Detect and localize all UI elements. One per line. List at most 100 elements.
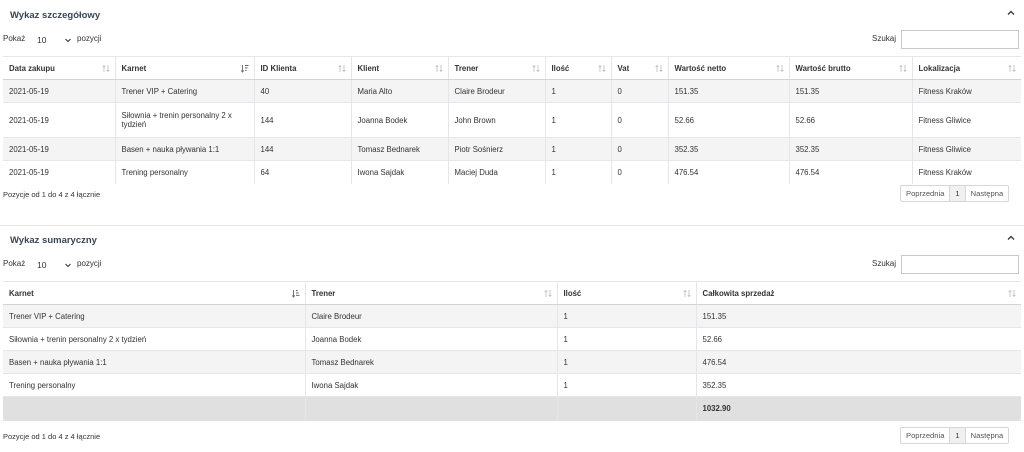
summary-info: Pozycje od 1 do 4 z 4 łącznie xyxy=(3,432,101,441)
summary-per-label: pozycji xyxy=(77,259,102,268)
detail-table-row: 2021-05-19 Basen + nauka pływania 1:1 144 T… xyxy=(3,137,1021,161)
detail-col-vat[interactable]: Vat xyxy=(610,56,668,80)
summary-page-1-button[interactable]: 1 xyxy=(949,428,966,443)
summary-col-label: Karnet xyxy=(9,288,34,298)
detail-cell: Fitness Gliwice xyxy=(911,137,1021,161)
summary-total-row: 1032.90 xyxy=(3,396,1021,421)
detail-cell: Joanna Bodek xyxy=(350,102,448,138)
collapse-summary-button[interactable] xyxy=(1004,231,1018,245)
detail-panel-header: Wykaz szczegółowy xyxy=(0,5,1024,25)
summary-cell: Basen + nauka pływania 1:1 xyxy=(3,350,305,374)
summary-table-row: Basen + nauka pływania 1:1 Tomasz Bednare… xyxy=(3,350,1021,374)
detail-cell: 352.35 xyxy=(667,137,789,161)
sort-active-icon xyxy=(291,289,300,298)
summary-table-row: Trening personalny Iwona Sajdak 1 352.35 xyxy=(3,373,1021,397)
detail-next-button[interactable]: Następna xyxy=(970,189,1004,198)
summary-cell: 1 xyxy=(556,350,696,374)
detail-cell: 1 xyxy=(544,102,611,138)
summary-cell: Trening personalny xyxy=(3,373,305,397)
detail-col-trener[interactable]: Trener xyxy=(447,56,545,80)
sort-icon xyxy=(337,64,346,73)
detail-cell: 52.66 xyxy=(788,102,912,138)
detail-prev-button[interactable]: Poprzednia xyxy=(906,189,945,198)
summary-page-length-value: 10 xyxy=(37,260,47,270)
chevron-down-icon xyxy=(65,38,71,43)
summary-cell: 151.35 xyxy=(695,304,1021,328)
detail-cell: Iwona Sajdak xyxy=(350,160,448,184)
detail-cell: 2021-05-19 xyxy=(3,79,115,103)
detail-col-label: Lokalizacja xyxy=(918,63,961,73)
detail-cell: 52.66 xyxy=(667,102,789,138)
detail-cell: 2021-05-19 xyxy=(3,102,115,138)
summary-cell: 352.35 xyxy=(695,373,1021,397)
sort-icon xyxy=(898,64,907,73)
summary-cell: Joanna Bodek xyxy=(304,327,557,351)
summary-cell: 476.54 xyxy=(695,350,1021,374)
detail-cell: Tomasz Bednarek xyxy=(350,137,448,161)
summary-total-empty-cell xyxy=(304,396,557,421)
chevron-up-icon xyxy=(1007,235,1015,240)
detail-col-wartosc-netto[interactable]: Wartość netto xyxy=(667,56,789,80)
summary-col-karnet[interactable]: Karnet xyxy=(3,281,305,305)
detail-cell: 151.35 xyxy=(788,79,912,103)
summary-search-input[interactable] xyxy=(901,255,1019,274)
sort-icon xyxy=(543,289,552,298)
detail-cell: Fitness Kraków xyxy=(911,79,1021,103)
detail-col-label: Wartość netto xyxy=(674,63,727,73)
summary-total-empty-cell xyxy=(3,396,305,421)
detail-col-data-zakupu[interactable]: Data zakupu xyxy=(3,56,115,80)
detail-info: Pozycje od 1 do 4 z 4 łącznie xyxy=(3,190,101,199)
sort-icon xyxy=(1008,64,1016,73)
summary-search-label: Szukaj xyxy=(872,259,897,268)
detail-search-input[interactable] xyxy=(901,30,1019,49)
sort-icon xyxy=(101,64,110,73)
sort-icon xyxy=(434,64,443,73)
detail-cell: 144 xyxy=(253,137,351,161)
sort-icon xyxy=(1008,289,1016,298)
detail-cell: Claire Brodeur xyxy=(447,79,545,103)
detail-table: Data zakupu Karnet ID Klienta Klient Trener I… xyxy=(3,56,1021,184)
summary-total-value: 1032.90 xyxy=(695,396,1021,421)
detail-cell: Trening personalny xyxy=(114,160,254,184)
detail-cell: 2021-05-19 xyxy=(3,160,115,184)
summary-next-button[interactable]: Następna xyxy=(970,431,1004,440)
detail-cell: Trener VIP + Catering xyxy=(114,79,254,103)
detail-page-length-value: 10 xyxy=(37,35,47,45)
detail-search-label: Szukaj xyxy=(872,34,897,43)
detail-cell: Fitness Kraków xyxy=(911,160,1021,184)
detail-panel-title: Wykaz szczegółowy xyxy=(10,10,101,21)
summary-prev-button[interactable]: Poprzednia xyxy=(906,431,945,440)
detail-page-length-select[interactable]: 10 xyxy=(27,31,79,48)
detail-show-label: Pokaż xyxy=(3,34,26,43)
summary-col-calkowita-sprzedaz[interactable]: Całkowita sprzedaż xyxy=(695,281,1021,305)
detail-col-lokalizacja[interactable]: Lokalizacja xyxy=(911,56,1021,80)
detail-col-klient[interactable]: Klient xyxy=(350,56,448,80)
detail-cell: Maria Alto xyxy=(350,79,448,103)
detail-cell: 1 xyxy=(544,137,611,161)
detail-cell: 144 xyxy=(253,102,351,138)
detail-col-label: ID Klienta xyxy=(260,63,297,73)
detail-cell: 151.35 xyxy=(667,79,789,103)
summary-col-trener[interactable]: Trener xyxy=(304,281,557,305)
summary-col-ilosc[interactable]: Ilość xyxy=(556,281,696,305)
detail-col-label: Wartość brutto xyxy=(795,63,851,73)
detail-cell: Piotr Sośnierz xyxy=(447,137,545,161)
summary-panel-header: Wykaz sumaryczny xyxy=(0,230,1024,250)
detail-page-1-button[interactable]: 1 xyxy=(949,186,966,201)
detail-cell: 0 xyxy=(610,137,668,161)
summary-table-row: Trener VIP + Catering Claire Brodeur 1 151.… xyxy=(3,304,1021,328)
collapse-detail-button[interactable] xyxy=(1004,6,1018,20)
detail-col-id-klienta[interactable]: ID Klienta xyxy=(253,56,351,80)
detail-cell: 0 xyxy=(610,79,668,103)
detail-col-wartosc-brutto[interactable]: Wartość brutto xyxy=(788,56,912,80)
summary-cell: Trener VIP + Catering xyxy=(3,304,305,328)
detail-cell: 40 xyxy=(253,79,351,103)
detail-col-ilosc[interactable]: Ilość xyxy=(544,56,611,80)
sort-icon xyxy=(597,64,606,73)
detail-col-karnet[interactable]: Karnet xyxy=(114,56,254,80)
sort-icon xyxy=(682,289,691,298)
summary-col-label: Trener xyxy=(311,288,336,298)
summary-total-empty-cell xyxy=(556,396,696,421)
detail-per-label: pozycji xyxy=(77,34,102,43)
summary-page-length-select[interactable]: 10 xyxy=(27,256,79,273)
